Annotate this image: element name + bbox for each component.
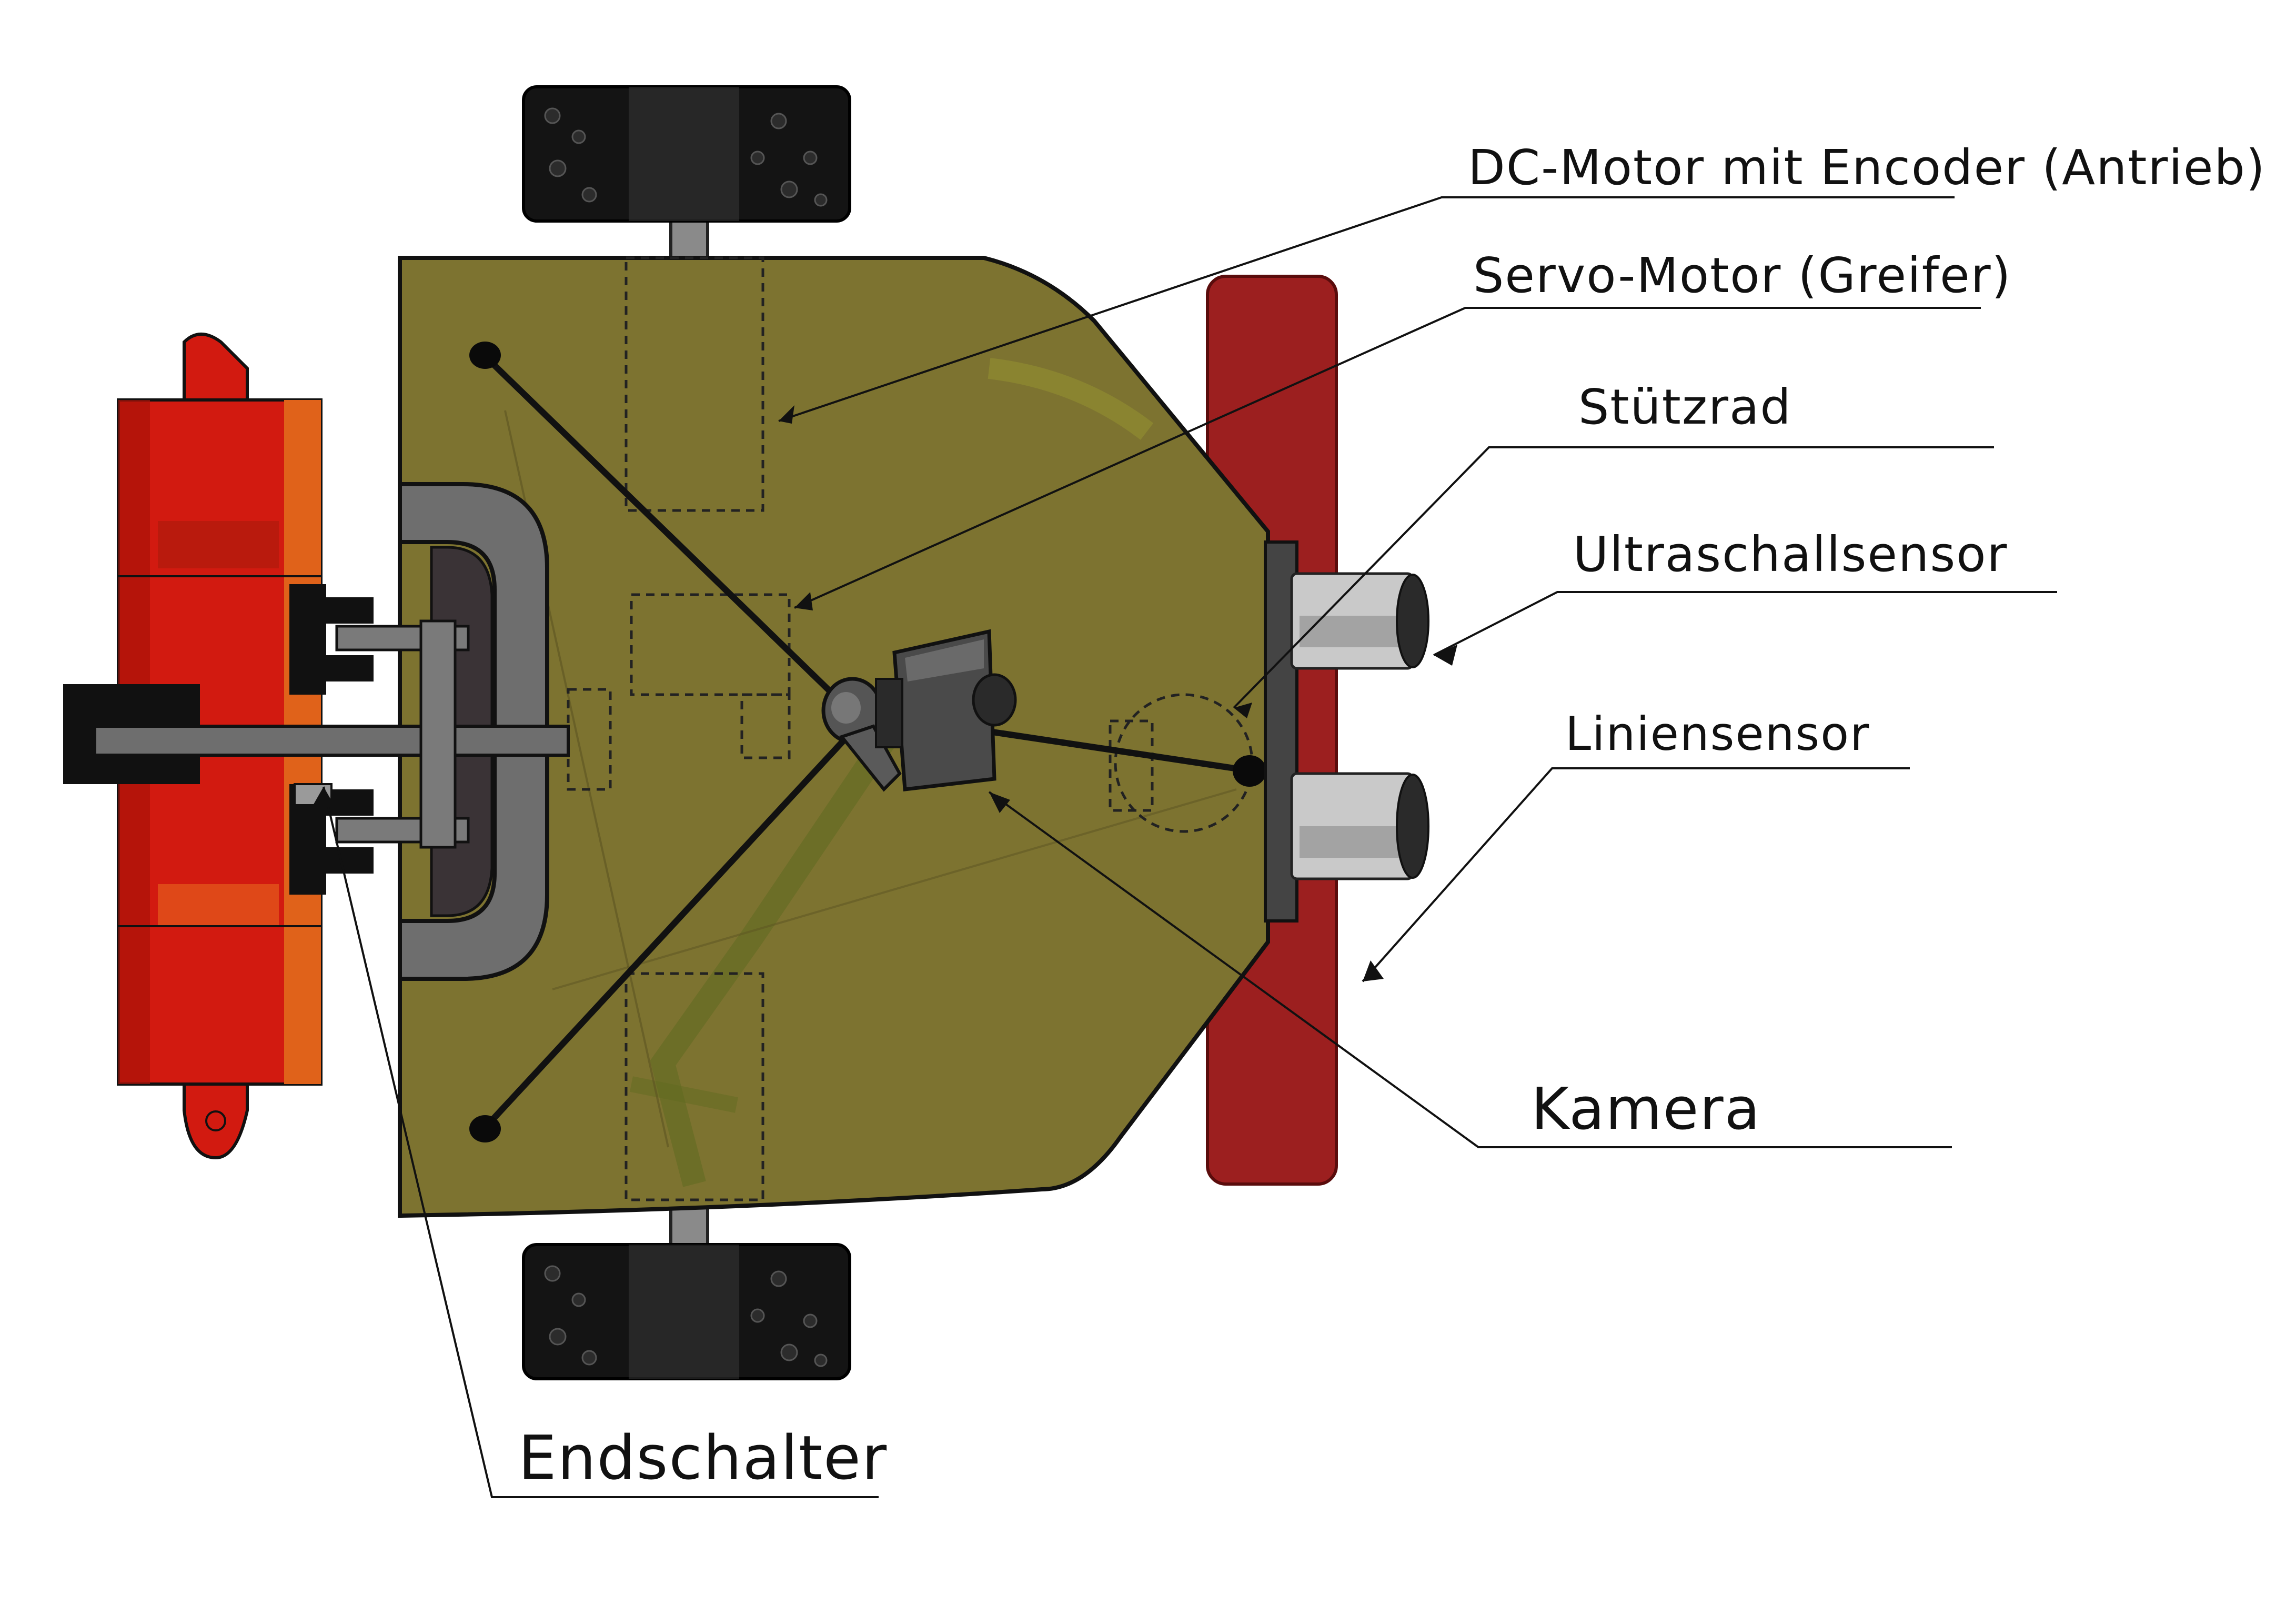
leader-dc-motor — [778, 196, 1955, 422]
camera — [821, 629, 1017, 792]
line-sensor — [1290, 772, 1429, 880]
leader-kamera — [988, 791, 1952, 1148]
leader-servo — [794, 307, 1981, 609]
ultrasonic-sensor — [1290, 572, 1429, 670]
leader-endschalter — [323, 786, 879, 1498]
leader-linien — [1362, 767, 1910, 983]
label-endschalter: Endschalter — [518, 1423, 888, 1493]
label-kamera: Kamera — [1531, 1075, 1761, 1142]
label-servo: Servo-Motor (Greifer) — [1473, 247, 2011, 304]
leader-ultraschall — [1433, 591, 2057, 656]
leader-stuetzrad — [1233, 446, 1994, 709]
top-wheel — [522, 85, 851, 265]
label-dc-motor: DC-Motor mit Encoder (Antrieb) — [1468, 139, 2266, 196]
label-ultraschall: Ultraschallsensor — [1573, 526, 2008, 583]
gripper-shaft — [63, 584, 570, 895]
label-linien: Liniensensor — [1565, 707, 1870, 761]
label-stuetzrad: Stützrad — [1578, 379, 1792, 435]
bottom-wheel — [522, 1204, 851, 1380]
